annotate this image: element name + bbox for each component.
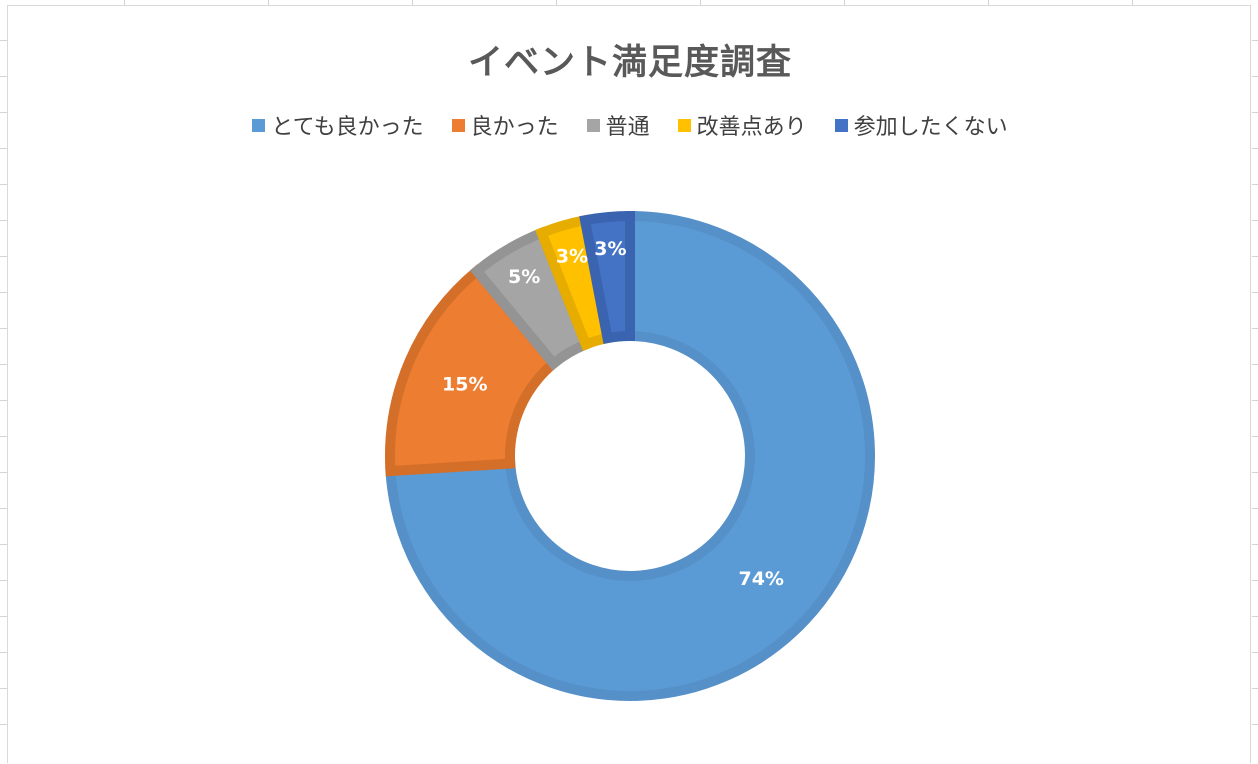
row-gridline xyxy=(1252,328,1258,329)
row-gridline xyxy=(0,76,7,77)
legend-item-very-good[interactable]: とても良かった xyxy=(252,109,424,141)
legend-swatch xyxy=(252,118,266,132)
legend-swatch xyxy=(834,118,848,132)
row-gridline xyxy=(0,616,7,617)
chart-legend[interactable]: とても良かった 良かった 普通 改善点あり 参加したくない xyxy=(8,109,1252,141)
row-gridline xyxy=(0,364,7,365)
row-gridline xyxy=(1252,364,1258,365)
legend-item-needs-improvement[interactable]: 改善点あり xyxy=(677,109,807,141)
data-label-would-not-attend: 3% xyxy=(594,238,626,260)
row-gridline xyxy=(1252,544,1258,545)
doughnut-slices xyxy=(385,210,875,701)
column-gridline xyxy=(124,0,125,6)
row-gridline xyxy=(0,652,7,653)
column-gridline xyxy=(844,0,845,6)
row-gridline xyxy=(1252,400,1258,401)
row-gridline xyxy=(0,112,7,113)
row-gridline xyxy=(0,40,7,41)
row-gridline xyxy=(1252,580,1258,581)
column-gridline xyxy=(412,0,413,6)
row-gridline xyxy=(1252,184,1258,185)
column-gridline xyxy=(268,0,269,6)
column-gridline xyxy=(988,0,989,6)
row-gridline xyxy=(1252,292,1258,293)
row-gridline xyxy=(1252,112,1258,113)
legend-swatch xyxy=(451,118,465,132)
data-label-needs-improvement: 3% xyxy=(556,245,588,267)
row-gridline xyxy=(0,472,7,473)
row-gridline xyxy=(0,220,7,221)
data-label-very-good: 74% xyxy=(738,568,783,590)
legend-item-good[interactable]: 良かった xyxy=(451,109,559,141)
row-gridline xyxy=(1252,76,1258,77)
legend-label: 参加したくない xyxy=(853,115,1008,140)
slice-very-good[interactable] xyxy=(385,210,875,701)
legend-label: 良かった xyxy=(470,115,559,140)
doughnut-chart[interactable]: 74% 15% 5% 3% 3% xyxy=(8,6,1252,764)
row-gridline xyxy=(1252,40,1258,41)
row-gridline xyxy=(0,328,7,329)
chart-area[interactable]: イベント満足度調査 とても良かった 良かった 普通 改善点あり 参加したくない 74% 1… xyxy=(7,5,1251,763)
slice-would-not-attend[interactable] xyxy=(579,210,635,344)
column-gridline xyxy=(556,0,557,6)
row-gridline xyxy=(1252,472,1258,473)
row-gridline xyxy=(0,580,7,581)
legend-label: とても良かった xyxy=(271,115,424,140)
row-gridline xyxy=(0,508,7,509)
row-gridline xyxy=(1252,652,1258,653)
legend-label: 普通 xyxy=(605,115,650,140)
row-gridline xyxy=(0,292,7,293)
row-gridline xyxy=(0,400,7,401)
data-label-good: 15% xyxy=(442,374,487,396)
row-gridline xyxy=(0,256,7,257)
legend-label: 改善点あり xyxy=(696,115,807,140)
legend-item-neutral[interactable]: 普通 xyxy=(586,109,650,141)
row-gridline xyxy=(0,724,7,725)
row-gridline xyxy=(1252,724,1258,725)
legend-swatch xyxy=(677,118,691,132)
column-gridline xyxy=(700,0,701,6)
row-gridline xyxy=(1252,508,1258,509)
row-gridline xyxy=(1252,256,1258,257)
legend-item-would-not-attend[interactable]: 参加したくない xyxy=(834,109,1008,141)
row-gridline xyxy=(1252,220,1258,221)
row-gridline xyxy=(1252,688,1258,689)
row-gridline xyxy=(0,544,7,545)
row-gridline xyxy=(0,436,7,437)
chart-title[interactable]: イベント満足度調査 xyxy=(467,43,792,83)
column-gridline xyxy=(1132,0,1133,6)
row-gridline xyxy=(1252,616,1258,617)
doughnut-data-labels: 74% 15% 5% 3% 3% xyxy=(442,238,784,590)
row-gridline xyxy=(1252,436,1258,437)
legend-swatch xyxy=(586,118,600,132)
row-gridline xyxy=(0,688,7,689)
row-gridline xyxy=(0,148,7,149)
row-gridline xyxy=(0,184,7,185)
data-label-neutral: 5% xyxy=(508,266,540,288)
row-gridline xyxy=(1252,148,1258,149)
